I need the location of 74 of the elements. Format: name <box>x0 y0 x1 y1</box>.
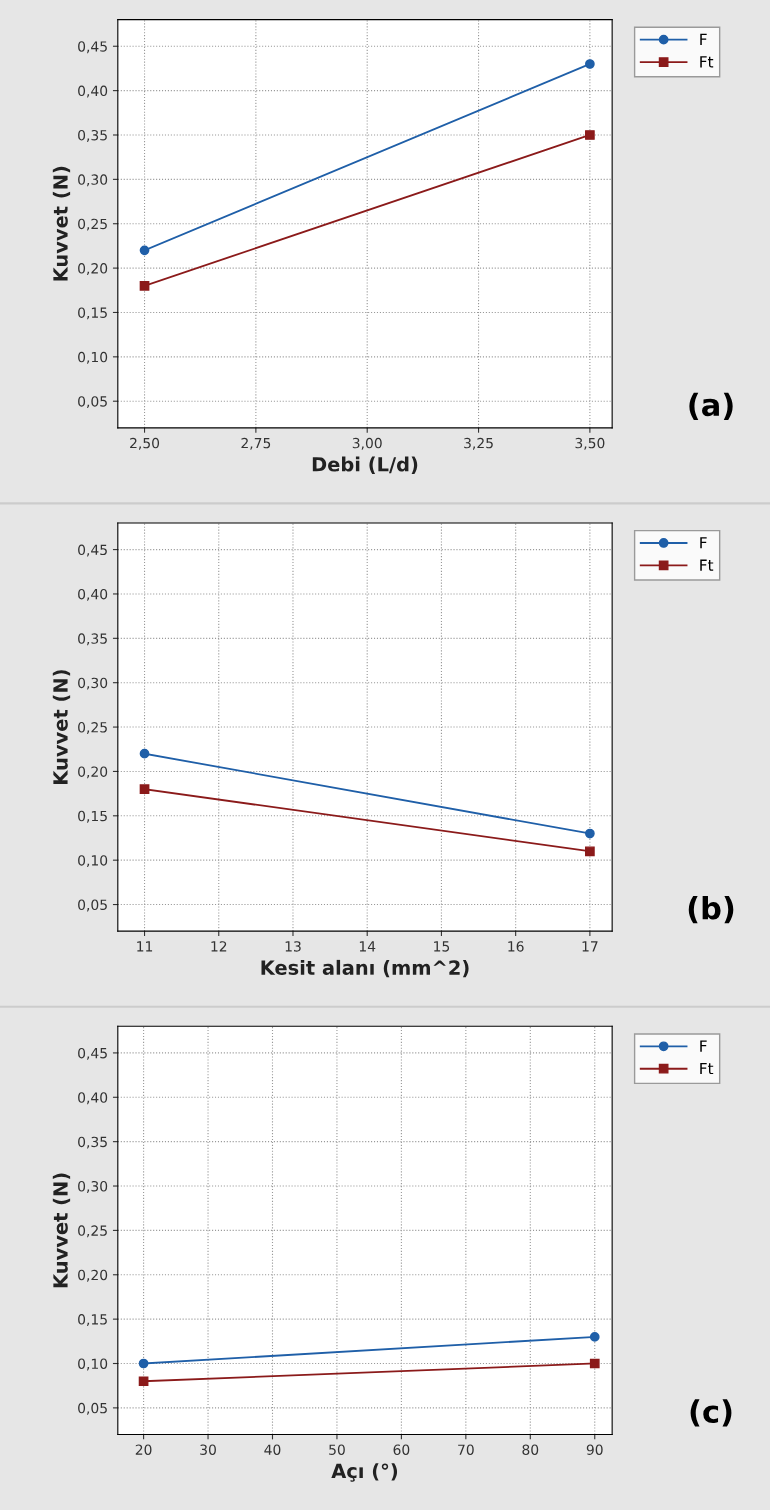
y-tick-label: 0,20 <box>78 263 108 275</box>
legend-label: F <box>700 1040 707 1052</box>
x-tick-label: 12 <box>211 941 227 952</box>
point <box>589 1358 600 1369</box>
y-tick-label: 0,40 <box>78 1092 108 1105</box>
y-tick-label: 0,30 <box>78 174 108 187</box>
point <box>138 1358 149 1369</box>
y-tick-label: 0,45 <box>78 1047 107 1060</box>
x-tick-label: 20 <box>135 1444 152 1455</box>
text: (a) <box>689 392 733 420</box>
point <box>585 130 595 140</box>
y-axis-title: Kuvvet (N) <box>52 166 71 281</box>
text: (c) <box>690 1399 732 1427</box>
x-tick-label: 13 <box>285 941 301 952</box>
point <box>139 245 150 256</box>
x-tick-label: 30 <box>200 1444 216 1455</box>
y-tick-label: 0,25 <box>78 1225 107 1238</box>
y-tick-label: 0,10 <box>78 855 108 868</box>
y-tick-label: 0,25 <box>78 722 107 734</box>
y-tick-label: 0,35 <box>78 1136 107 1149</box>
x-tick-label: 50 <box>329 1444 345 1455</box>
y-tick-label: 0,20 <box>78 766 108 779</box>
y-tick-label: 0,05 <box>78 899 107 912</box>
x-axis-title: Debi (L/d) <box>312 456 418 474</box>
x-tick-label: 90 <box>586 1444 603 1455</box>
x-tick-label: 3,25 <box>464 437 493 450</box>
y-tick-label: 0,40 <box>78 85 108 98</box>
y-axis-title: Kuvvet (N) <box>52 670 71 784</box>
x-axis-title: Açı (°) <box>331 1463 398 1482</box>
legend-label: Ft <box>700 559 714 571</box>
y-tick-label: 0,10 <box>78 351 108 364</box>
x-tick-label: 15 <box>434 941 450 952</box>
y-tick-label: 0,05 <box>78 1402 107 1415</box>
legend-label: Ft <box>700 1062 714 1075</box>
point <box>589 1332 600 1342</box>
x-tick-label: 14 <box>359 941 376 952</box>
point <box>138 1376 149 1387</box>
y-axis-title: Kuvvet (N) <box>52 1173 71 1288</box>
y-tick-label: 0,05 <box>78 396 107 409</box>
point <box>139 784 150 795</box>
point <box>585 828 595 839</box>
point <box>585 846 595 857</box>
x-axis-title: Kesit alanı (mm^2) <box>261 959 469 978</box>
y-tick-label: 0,20 <box>78 1269 108 1282</box>
x-tick-label: 80 <box>522 1444 539 1455</box>
y-tick-label: 0,45 <box>78 41 107 54</box>
y-tick-label: 0,35 <box>78 129 107 142</box>
y-tick-label: 0,35 <box>78 633 107 646</box>
x-tick-label: 11 <box>137 941 153 952</box>
y-tick-label: 0,15 <box>78 1314 107 1327</box>
legend-label: Ft <box>700 56 714 68</box>
x-tick-label: 17 <box>582 941 598 952</box>
x-tick-label: 60 <box>393 1444 410 1455</box>
y-tick-label: 0,40 <box>78 588 108 601</box>
y-tick-label: 0,25 <box>78 218 107 231</box>
point <box>139 280 150 291</box>
point <box>139 748 150 759</box>
x-tick-label: 3,50 <box>575 437 605 450</box>
x-tick-label: 2,50 <box>130 437 160 450</box>
y-tick-label: 0,15 <box>78 307 107 320</box>
legend-label: F <box>700 537 707 549</box>
y-tick-label: 0,45 <box>78 544 107 557</box>
x-tick-label: 16 <box>508 941 524 952</box>
x-tick-label: 2,75 <box>241 437 271 450</box>
x-tick-label: 40 <box>264 1444 281 1455</box>
y-tick-label: 0,30 <box>78 1181 108 1193</box>
y-tick-label: 0,10 <box>78 1358 108 1371</box>
x-tick-label: 3,00 <box>352 437 382 450</box>
y-tick-label: 0,30 <box>78 677 108 690</box>
text: (b) <box>688 895 734 924</box>
x-tick-label: 70 <box>458 1444 474 1455</box>
y-tick-label: 0,15 <box>78 810 107 823</box>
point <box>585 59 595 69</box>
legend-label: F <box>700 33 707 45</box>
